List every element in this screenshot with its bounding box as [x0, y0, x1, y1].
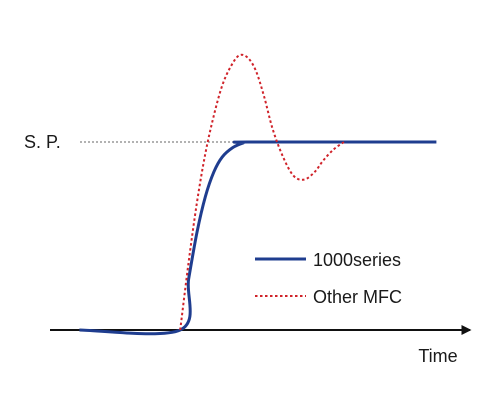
series-layer	[79, 53, 437, 336]
setpoint-reference: S. P.	[24, 132, 262, 152]
series-line-other-mfc	[179, 53, 345, 331]
setpoint-label: S. P.	[24, 132, 61, 152]
axis-layer: Time	[50, 325, 472, 366]
legend-label-other-mfc: Other MFC	[313, 287, 402, 307]
x-axis-label: Time	[418, 346, 457, 366]
legend: 1000series Other MFC	[255, 250, 402, 307]
legend-label-1000series: 1000series	[313, 250, 401, 270]
series-line-1000series	[79, 140, 437, 336]
